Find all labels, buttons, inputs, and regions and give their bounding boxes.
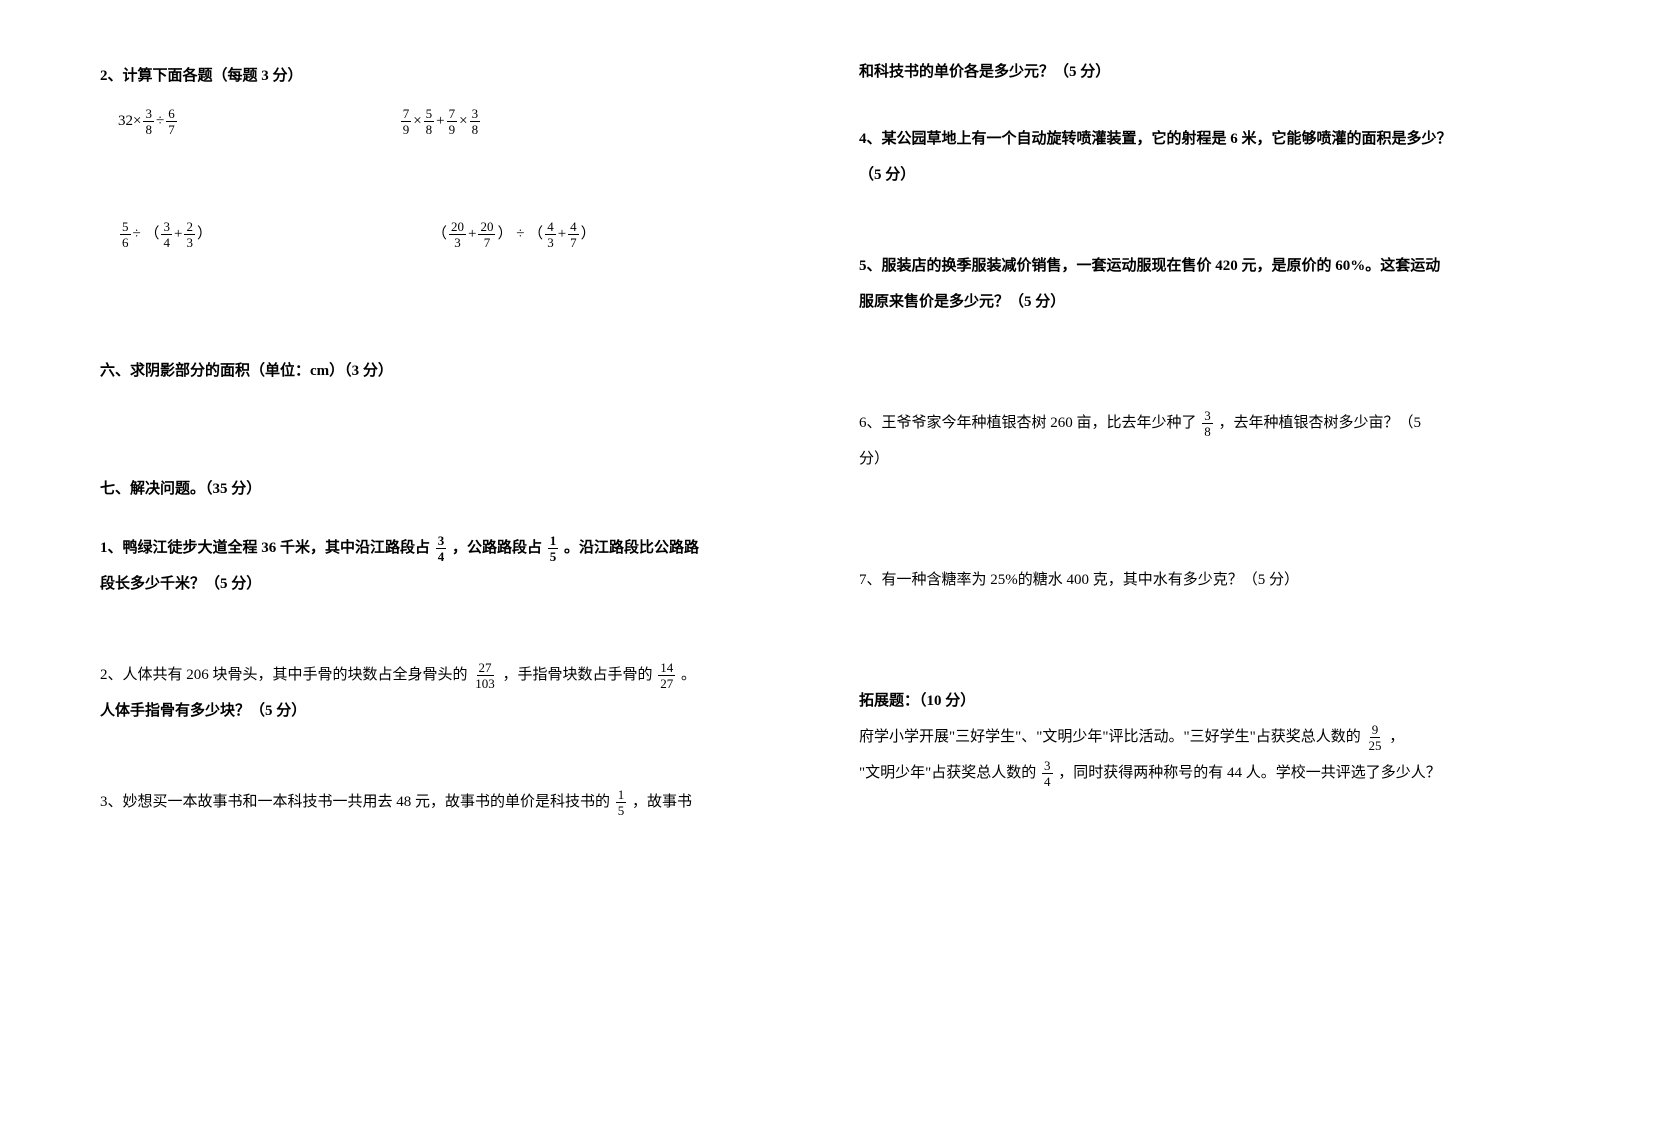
- p6-text-b: ，去年种植银杏树多少亩？（5: [1219, 415, 1422, 431]
- calc-op: ÷: [156, 105, 164, 138]
- p6-text-a: 6、王爷爷家今年种植银杏树 260 亩，比去年少种了: [859, 415, 1197, 431]
- problem-3-continued: 和科技书的单价各是多少元？（5 分）: [859, 60, 1558, 81]
- fraction: 67: [166, 107, 177, 136]
- problem-2: 2、人体共有 206 块骨头，其中手骨的块数占全身骨头的 27103 ，手指骨块…: [100, 657, 799, 729]
- spacer: [859, 193, 1558, 248]
- calc-suffix: ）: [581, 218, 596, 251]
- extension-problem: 府学小学开展"三好学生"、"文明少年"评比活动。"三好学生"占获奖总人数的 92…: [859, 719, 1558, 791]
- calc-header: 2、计算下面各题（每题 3 分）: [100, 60, 799, 93]
- fraction: 15: [548, 534, 559, 563]
- spacer: [859, 477, 1558, 562]
- p1-text-b: ，公路路段占: [452, 540, 542, 556]
- extension-title: 拓展题：（10 分）: [859, 683, 1558, 719]
- fraction: 15: [616, 788, 627, 817]
- calc-op: ×: [459, 105, 467, 138]
- p5-text-b: 服原来售价是多少元？（5 分）: [859, 294, 1065, 310]
- spacer: [100, 602, 799, 657]
- fraction: 23: [184, 220, 195, 249]
- calc-op: +: [468, 218, 476, 251]
- p6-text-c: 分）: [859, 451, 889, 467]
- p5-text-a: 5、服装店的换季服装减价销售，一套运动服现在售价 420 元，是原价的 60%。…: [859, 258, 1440, 274]
- fraction: 79: [447, 107, 458, 136]
- p2-text-a: 2、人体共有 206 块骨头，其中手骨的块数占全身骨头的: [100, 667, 468, 683]
- p2-text-b: ，手指骨块数占手骨的: [503, 667, 653, 683]
- section-7-title: 七、解决问题。（35 分）: [100, 477, 799, 498]
- p2-text-c: 。: [681, 667, 696, 683]
- problem-1: 1、鸭绿江徒步大道全程 36 千米，其中沿江路段占 34 ，公路路段占 15 。…: [100, 530, 799, 602]
- calc-op: ×: [413, 105, 421, 138]
- fraction: 56: [120, 220, 131, 249]
- left-column: 2、计算下面各题（每题 3 分） 32× 38 ÷ 67 79 × 58 + 7…: [100, 60, 799, 1088]
- calc-row-2: 56 ÷ （ 34 + 23 ） （ 203 + 207 ） ÷ （ 43 + …: [118, 218, 799, 251]
- p3-text-b: ，故事书: [632, 794, 692, 810]
- calc-op: +: [558, 218, 566, 251]
- calc-1b: 79 × 58 + 79 × 38: [399, 105, 482, 138]
- page-columns: 2、计算下面各题（每题 3 分） 32× 38 ÷ 67 79 × 58 + 7…: [100, 60, 1558, 1088]
- calc-op: +: [174, 218, 182, 251]
- fraction: 58: [424, 107, 435, 136]
- spacer: [859, 598, 1558, 683]
- fraction: 38: [470, 107, 481, 136]
- fraction: 47: [568, 220, 579, 249]
- spacer: [100, 392, 799, 477]
- spacer: [100, 729, 799, 784]
- p4-text-b: （5 分）: [859, 167, 915, 183]
- problem-5: 5、服装店的换季服装减价销售，一套运动服现在售价 420 元，是原价的 60%。…: [859, 248, 1558, 320]
- calc-1a: 32× 38 ÷ 67: [118, 105, 179, 138]
- fraction: 38: [1202, 409, 1213, 438]
- calc-2b: （ 203 + 207 ） ÷ （ 43 + 47 ）: [432, 218, 596, 251]
- p3-text-a: 3、妙想买一本故事书和一本科技书一共用去 48 元，故事书的单价是科技书的: [100, 794, 610, 810]
- fraction: 38: [143, 107, 154, 136]
- calc-op: +: [436, 105, 444, 138]
- problem-7: 7、有一种含糖率为 25%的糖水 400 克，其中水有多少克？（5 分）: [859, 562, 1558, 598]
- calc-1a-prefix: 32×: [118, 105, 141, 138]
- spacer: [100, 510, 799, 530]
- p4-text-a: 4、某公园草地上有一个自动旋转喷灌装置，它的射程是 6 米，它能够喷灌的面积是多…: [859, 131, 1452, 147]
- fraction: 34: [161, 220, 172, 249]
- problem-6: 6、王爷爷家今年种植银杏树 260 亩，比去年少种了 38 ，去年种植银杏树多少…: [859, 405, 1558, 477]
- calc-2a: 56 ÷ （ 34 + 23 ）: [118, 218, 212, 251]
- fraction: 925: [1367, 723, 1384, 752]
- calc-op: ） ÷ （: [497, 218, 543, 251]
- calc-section: 2、计算下面各题（每题 3 分） 32× 38 ÷ 67 79 × 58 + 7…: [100, 60, 799, 331]
- p1-text-d: 段长多少千米？（5 分）: [100, 576, 261, 592]
- p1-text-a: 1、鸭绿江徒步大道全程 36 千米，其中沿江路段占: [100, 540, 430, 556]
- fraction: 79: [401, 107, 412, 136]
- ext-text-d: ，同时获得两种称号的有 44 人。学校一共评选了多少人？: [1058, 765, 1441, 781]
- fraction: 34: [436, 534, 447, 563]
- fraction: 27103: [473, 661, 497, 690]
- fraction: 203: [449, 220, 466, 249]
- p1-text-c: 。沿江路段比公路路: [564, 540, 699, 556]
- calc-row-1: 32× 38 ÷ 67 79 × 58 + 79 × 38: [118, 105, 799, 138]
- section-6-title: 六、求阴影部分的面积（单位：cm）（3 分）: [100, 359, 799, 380]
- ext-text-b: ，: [1389, 729, 1404, 745]
- calc-suffix: ）: [197, 218, 212, 251]
- calc-prefix: （: [432, 218, 447, 251]
- spacer: [859, 320, 1558, 405]
- problem-4: 4、某公园草地上有一个自动旋转喷灌装置，它的射程是 6 米，它能够喷灌的面积是多…: [859, 121, 1558, 193]
- ext-text-c: "文明少年"占获奖总人数的: [859, 765, 1036, 781]
- right-column: 和科技书的单价各是多少元？（5 分） 4、某公园草地上有一个自动旋转喷灌装置，它…: [859, 60, 1558, 1088]
- fraction: 207: [478, 220, 495, 249]
- fraction: 1427: [658, 661, 675, 690]
- fraction: 34: [1042, 759, 1053, 788]
- problem-3: 3、妙想买一本故事书和一本科技书一共用去 48 元，故事书的单价是科技书的 15…: [100, 784, 799, 820]
- fraction: 43: [545, 220, 556, 249]
- ext-text-a: 府学小学开展"三好学生"、"文明少年"评比活动。"三好学生"占获奖总人数的: [859, 729, 1361, 745]
- calc-op: ÷ （: [133, 218, 160, 251]
- p2-text-d: 人体手指骨有多少块？（5 分）: [100, 703, 306, 719]
